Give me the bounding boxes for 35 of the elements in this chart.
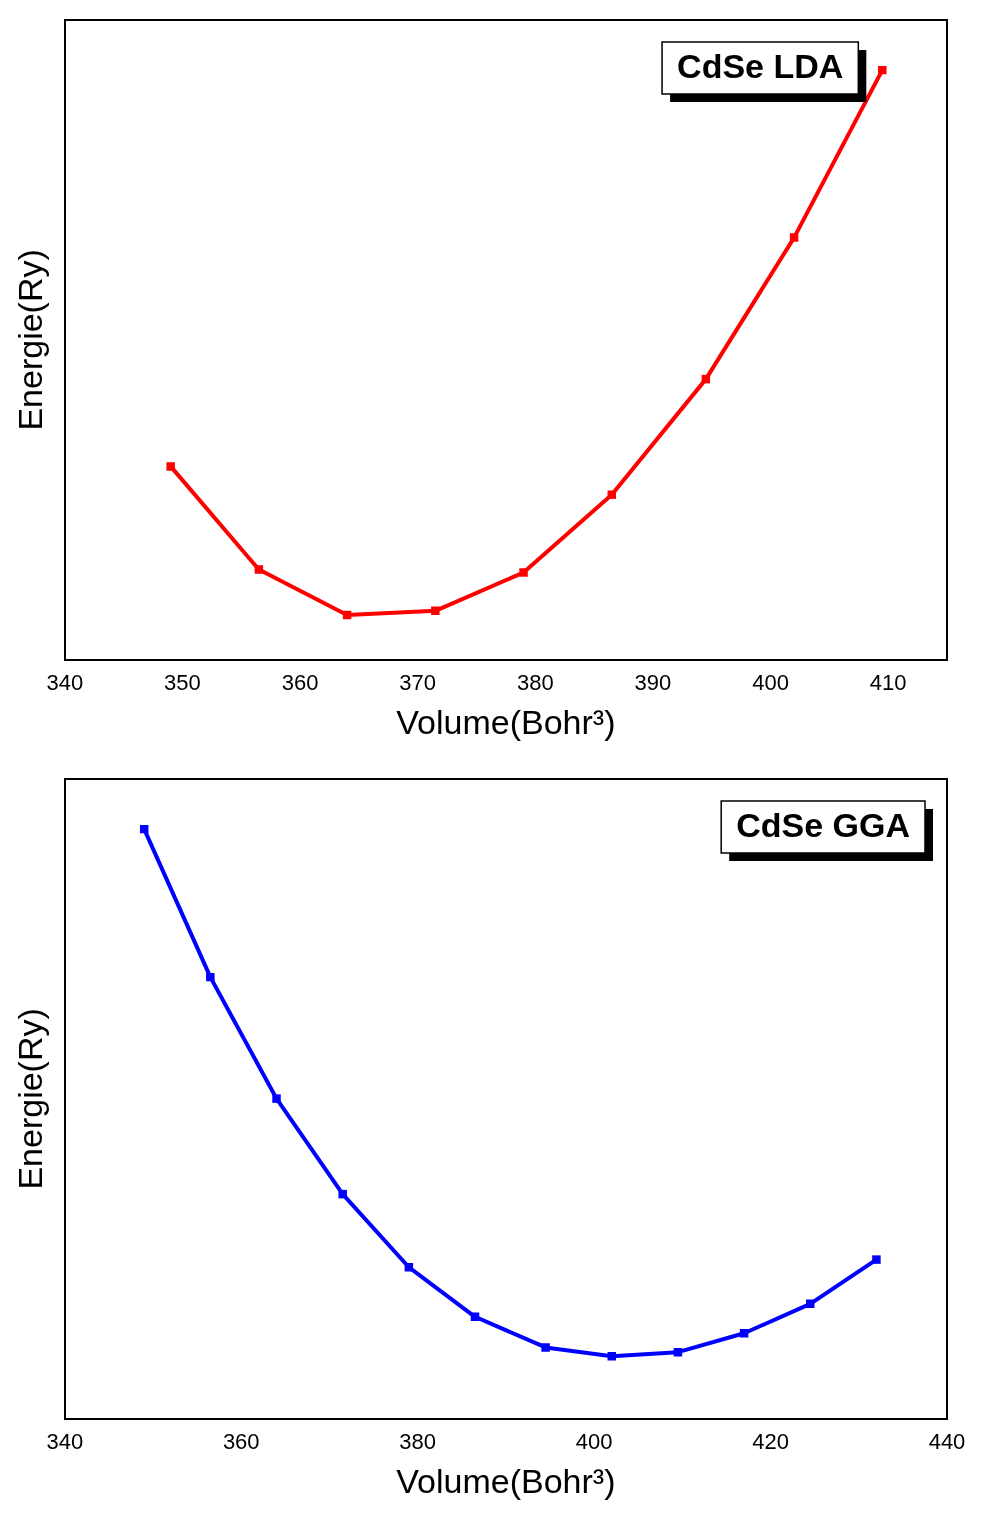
point [872, 1255, 881, 1264]
point [519, 568, 528, 577]
point [541, 1343, 550, 1352]
point [607, 490, 617, 499]
x-tick-label: 380 [399, 1429, 437, 1455]
point [338, 1189, 347, 1199]
point [272, 1094, 281, 1103]
point [254, 565, 264, 574]
x-tick-label: 400 [752, 670, 789, 696]
point [166, 462, 175, 471]
point [878, 65, 887, 75]
x-tick-label: 420 [752, 1429, 789, 1455]
point [789, 233, 799, 242]
x-axis-title: Volume(Bohr³) [396, 702, 616, 741]
x-tick-label: 340 [46, 1429, 84, 1455]
x-axis-title: Volume(Bohr³) [396, 1461, 616, 1500]
point [806, 1299, 815, 1309]
x-tick-label: 440 [928, 1429, 966, 1455]
x-tick-label: 380 [516, 670, 554, 696]
x-tick-label: 390 [634, 670, 672, 696]
x-tick-label: 410 [869, 670, 907, 696]
point [607, 1352, 617, 1361]
point [739, 1329, 749, 1338]
x-tick-label: 360 [281, 670, 319, 696]
series-label: CdSe LDA [677, 47, 844, 86]
x-tick-label: 340 [46, 670, 84, 696]
x-tick-label: 370 [399, 670, 437, 696]
y-axis-title: Energie(Ry) [10, 1008, 49, 1190]
x-tick-label: 350 [164, 670, 201, 696]
x-tick-label: 360 [222, 1429, 260, 1455]
y-axis-title: Energie(Ry) [10, 249, 49, 431]
point [206, 972, 215, 982]
point [431, 606, 440, 616]
x-tick-label: 400 [575, 1429, 613, 1455]
text: CdSe GGA [736, 806, 911, 845]
